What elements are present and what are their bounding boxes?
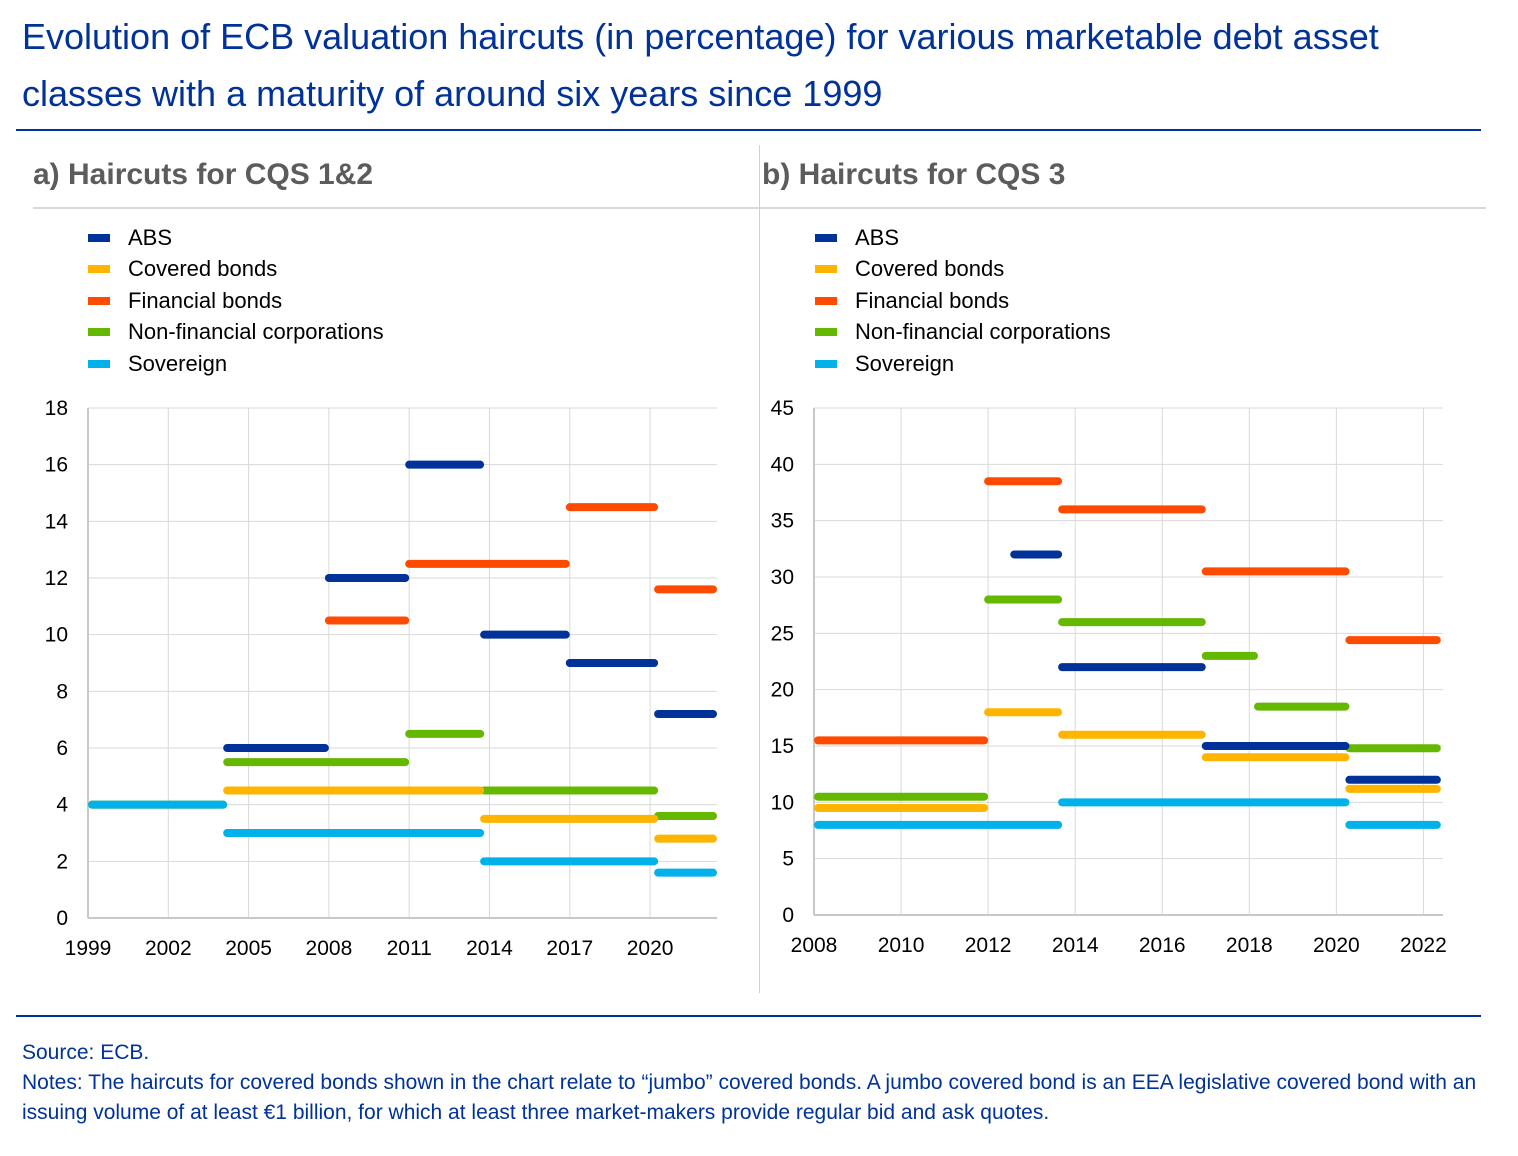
x-tick-label: 2018	[1226, 934, 1273, 957]
y-tick-label: 0	[56, 907, 68, 930]
x-tick-label: 2002	[145, 937, 192, 960]
legend-swatch	[815, 359, 837, 368]
legend-label: ABS	[128, 224, 173, 250]
y-tick-label: 16	[45, 454, 68, 477]
panel-a-rule	[33, 207, 759, 209]
legend-item: Financial bonds	[815, 285, 1111, 317]
x-tick-label: 2020	[627, 937, 674, 960]
panel-b-rule	[760, 207, 1486, 209]
legend-swatch	[815, 265, 837, 274]
legend-swatch	[88, 265, 110, 274]
y-tick-label: 2	[56, 850, 68, 873]
y-tick-label: 30	[771, 566, 794, 589]
y-tick-label: 6	[56, 737, 68, 760]
panel-divider	[759, 145, 760, 993]
y-tick-label: 10	[45, 624, 68, 647]
x-tick-label: 2022	[1400, 934, 1447, 957]
legend-item: Non-financial corporations	[815, 317, 1111, 349]
legend-b: ABS Covered bonds Financial bonds Non-finan…	[815, 222, 1111, 380]
x-tick-label: 2020	[1313, 934, 1360, 957]
legend-item: ABS	[88, 222, 384, 254]
legend-swatch	[88, 233, 110, 242]
legend-swatch	[88, 328, 110, 337]
legend-item: Sovereign	[88, 348, 384, 380]
top-rule	[16, 129, 1481, 131]
legend-label: Covered bonds	[855, 256, 1005, 282]
y-tick-label: 20	[771, 679, 794, 702]
legend-label: Financial bonds	[128, 287, 283, 313]
notes-text: Notes: The haircuts for covered bonds sh…	[22, 1071, 1477, 1124]
x-tick-label: 2012	[965, 934, 1012, 957]
legend-swatch	[88, 359, 110, 368]
legend-label: ABS	[855, 224, 900, 250]
x-tick-label: 2008	[791, 934, 838, 957]
legend-label: Covered bonds	[128, 256, 278, 282]
y-tick-label: 10	[771, 791, 794, 814]
x-tick-label: 1999	[65, 937, 112, 960]
x-tick-label: 2014	[466, 937, 513, 960]
legend-a: ABS Covered bonds Financial bonds Non-finan…	[88, 222, 384, 380]
panel-a-title: a) Haircuts for CQS 1&2	[33, 158, 374, 191]
x-tick-label: 2010	[878, 934, 925, 957]
y-tick-label: 12	[45, 567, 68, 590]
legend-item: Covered bonds	[88, 254, 384, 286]
x-tick-label: 2008	[306, 937, 353, 960]
footnotes: Source: ECB. Notes: The haircuts for cov…	[22, 1038, 1502, 1128]
panel-b-title: b) Haircuts for CQS 3	[762, 158, 1066, 191]
figure-title: Evolution of ECB valuation haircuts (in …	[22, 16, 1379, 114]
y-tick-label: 35	[771, 510, 794, 533]
y-tick-label: 40	[771, 453, 794, 476]
legend-item: Covered bonds	[815, 254, 1111, 286]
x-tick-label: 2011	[387, 937, 432, 960]
legend-swatch	[815, 296, 837, 305]
y-tick-label: 18	[45, 397, 68, 420]
legend-label: Non-financial corporations	[128, 319, 384, 345]
y-tick-label: 5	[782, 848, 794, 871]
legend-item: Financial bonds	[88, 285, 384, 317]
legend-item: Non-financial corporations	[88, 317, 384, 349]
legend-item: Sovereign	[815, 348, 1111, 380]
legend-item: ABS	[815, 222, 1111, 254]
y-tick-label: 0	[782, 904, 794, 927]
legend-label: Sovereign	[128, 350, 228, 376]
x-tick-label: 2005	[225, 937, 272, 960]
legend-swatch	[815, 328, 837, 337]
y-tick-label: 25	[771, 622, 794, 645]
x-tick-label: 2014	[1052, 934, 1099, 957]
legend-swatch	[88, 296, 110, 305]
x-tick-label: 2016	[1139, 934, 1186, 957]
legend-swatch	[815, 233, 837, 242]
y-tick-label: 4	[56, 794, 68, 817]
legend-label: Non-financial corporations	[855, 319, 1111, 345]
y-tick-label: 8	[56, 680, 68, 703]
y-tick-label: 45	[771, 397, 794, 420]
legend-label: Financial bonds	[855, 287, 1010, 313]
y-tick-label: 14	[45, 510, 69, 533]
legend-label: Sovereign	[855, 350, 955, 376]
bottom-rule	[16, 1015, 1481, 1017]
x-tick-label: 2017	[546, 937, 593, 960]
source-text: Source: ECB.	[22, 1041, 150, 1064]
y-tick-label: 15	[771, 735, 794, 758]
